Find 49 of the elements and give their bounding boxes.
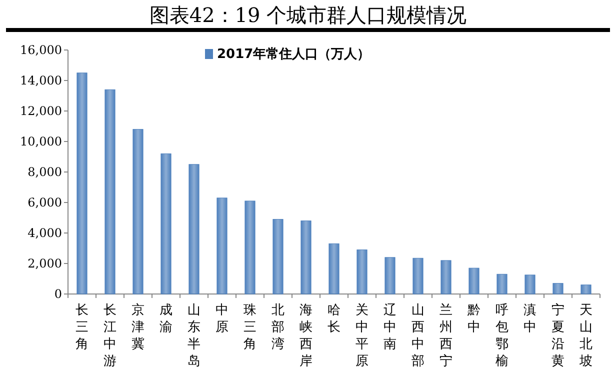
y-tick-label: 12,000 <box>20 104 62 118</box>
bar <box>76 72 88 294</box>
x-tick-label: 珠三角 <box>244 303 256 352</box>
x-tick-label: 长三角 <box>76 303 88 352</box>
x-tick-label: 宁夏沿黄 <box>552 302 564 369</box>
legend-label: 2017年常住人口（万人） <box>217 47 370 62</box>
chart-title: 图表42：19 个城市群人口规模情况 <box>149 3 467 27</box>
x-tick-label: 京津冀 <box>132 303 144 352</box>
x-tick-label: 兰州西宁 <box>440 303 452 369</box>
bar <box>412 258 424 294</box>
bar <box>132 129 144 294</box>
y-tick-label: 0 <box>54 287 62 301</box>
y-tick-label: 14,000 <box>20 74 62 88</box>
y-tick-label: 10,000 <box>20 134 62 148</box>
y-tick-label: 8,000 <box>28 165 62 179</box>
bar <box>272 219 284 294</box>
x-tick-label: 滇中 <box>524 303 536 335</box>
bar <box>552 283 564 294</box>
y-tick-label: 4,000 <box>28 226 62 240</box>
x-tick-label: 中原 <box>216 303 228 335</box>
bar <box>496 274 508 294</box>
y-tick-label: 6,000 <box>28 196 62 210</box>
bar <box>300 220 312 294</box>
bar <box>216 198 228 294</box>
x-tick-label: 天山北坡 <box>578 303 592 369</box>
x-tick-label: 呼包鄂榆 <box>496 303 508 369</box>
bar <box>580 284 592 294</box>
y-tick-label: 2,000 <box>28 256 62 270</box>
bar <box>384 257 396 294</box>
bar <box>244 200 256 294</box>
x-tick-label: 北部湾 <box>272 303 284 352</box>
x-tick-label: 哈长 <box>328 303 340 335</box>
x-tick-label: 山西中部 <box>412 303 424 369</box>
bar <box>328 243 340 294</box>
bar <box>468 268 480 294</box>
x-tick-label: 山东半岛 <box>188 303 200 369</box>
bar <box>188 164 200 294</box>
x-tick-label: 海峡西岸 <box>300 303 312 369</box>
x-tick-label: 成渝 <box>160 303 172 335</box>
x-tick-label: 关中平原 <box>356 303 368 369</box>
bar <box>524 274 536 294</box>
bar <box>440 260 452 294</box>
bar <box>104 89 116 294</box>
x-tick-label: 黔中 <box>466 303 480 335</box>
x-tick-label: 长江中游 <box>104 303 116 369</box>
bar <box>160 153 172 294</box>
y-tick-label: 16,000 <box>20 43 62 57</box>
bar <box>356 250 368 294</box>
x-tick-label: 辽中南 <box>384 303 396 352</box>
